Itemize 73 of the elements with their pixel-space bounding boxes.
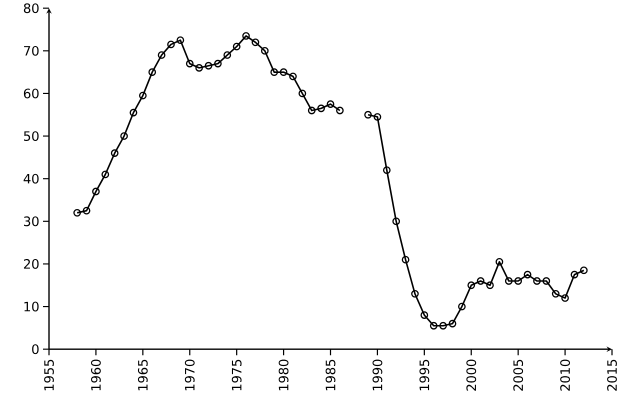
point xyxy=(308,106,316,114)
point xyxy=(448,320,456,328)
x-tick-label: 2015 xyxy=(607,360,617,391)
y-tick-label: 20 xyxy=(24,258,39,269)
x-tick-label: 1980 xyxy=(278,360,288,390)
point xyxy=(326,100,334,108)
point xyxy=(439,322,447,330)
point xyxy=(533,277,541,285)
point xyxy=(458,302,466,310)
point xyxy=(214,60,222,68)
point xyxy=(430,322,438,330)
point xyxy=(411,290,419,298)
point xyxy=(148,68,156,76)
x-tick-label: 1995 xyxy=(419,360,430,390)
y-tick-label: 0 xyxy=(32,344,39,354)
point xyxy=(364,110,372,119)
point xyxy=(570,270,578,278)
x-tick-label: 1960 xyxy=(91,360,101,390)
point xyxy=(486,281,494,290)
point xyxy=(382,166,391,174)
point xyxy=(92,188,100,196)
point xyxy=(280,68,288,76)
point xyxy=(232,42,241,50)
x-tick-label: 1970 xyxy=(184,360,195,390)
x-tick-label: 1975 xyxy=(232,360,242,390)
x-tick-label: 1965 xyxy=(138,360,148,390)
y-tick-label: 50 xyxy=(24,131,39,141)
point xyxy=(242,32,250,40)
point xyxy=(167,40,175,48)
x-tick-label: 2005 xyxy=(513,360,524,391)
point xyxy=(402,256,410,264)
point xyxy=(336,106,344,114)
x-tick-label: 2000 xyxy=(466,360,476,391)
point xyxy=(420,311,428,319)
y-tick-label: 70 xyxy=(24,46,39,56)
point xyxy=(158,51,166,59)
point xyxy=(120,132,128,140)
y-tick-label: 80 xyxy=(24,3,39,14)
point xyxy=(542,277,550,285)
point xyxy=(139,92,147,100)
point xyxy=(298,90,306,98)
y-tick-label: 60 xyxy=(24,88,39,98)
y-tick-label: 30 xyxy=(24,216,39,226)
point xyxy=(504,277,513,285)
point xyxy=(524,270,532,278)
point xyxy=(514,277,522,285)
point xyxy=(260,46,269,55)
point xyxy=(195,64,203,72)
point xyxy=(270,68,278,76)
point xyxy=(176,36,184,44)
point xyxy=(223,51,232,59)
y-tick-label: 40 xyxy=(24,174,39,184)
point xyxy=(392,217,400,226)
y-tick-label: 10 xyxy=(24,302,39,312)
x-tick-label: 2010 xyxy=(560,360,570,391)
point xyxy=(110,149,119,157)
x-tick-label: 1985 xyxy=(326,360,336,390)
point xyxy=(552,290,560,298)
point xyxy=(496,258,504,266)
point xyxy=(317,104,325,112)
point xyxy=(101,170,110,178)
point xyxy=(289,72,297,80)
point xyxy=(82,206,90,214)
point xyxy=(252,38,260,46)
point xyxy=(130,108,138,116)
point xyxy=(374,112,382,121)
point xyxy=(467,281,476,290)
x-tick-label: 1955 xyxy=(44,360,54,390)
point xyxy=(476,277,484,285)
point xyxy=(561,294,569,302)
x-tick-label: 1990 xyxy=(372,360,382,390)
point xyxy=(204,62,212,70)
point xyxy=(186,60,194,68)
